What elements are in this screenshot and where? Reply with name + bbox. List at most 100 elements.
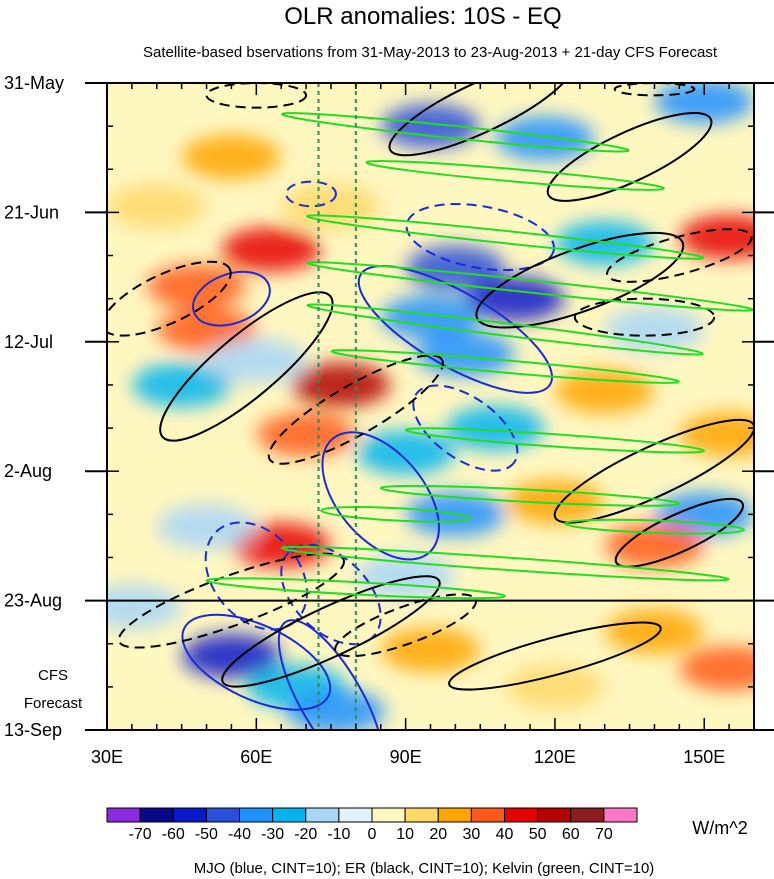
kelvin-contour — [330, 349, 680, 384]
colorbar-swatch — [470, 807, 505, 823]
kelvin-contours — [205, 112, 754, 600]
kelvin-contour — [365, 160, 665, 191]
anomaly-blob — [182, 134, 281, 180]
anomaly-blob — [381, 627, 480, 673]
anomaly-blob — [291, 362, 391, 408]
colorbar-label: 50 — [529, 826, 547, 843]
colorbar-label: -70 — [129, 826, 152, 843]
anomaly-blob — [356, 553, 455, 599]
kelvin-contour — [563, 518, 745, 535]
er-contour — [613, 83, 696, 97]
anomaly-blob — [505, 479, 605, 525]
er-contour — [614, 497, 744, 568]
mjo-contour — [405, 203, 555, 272]
colorbar-label: 70 — [595, 826, 613, 843]
colorbar-swatch — [371, 807, 406, 823]
anomaly-blob — [605, 609, 704, 654]
x-tick-label: 90E — [390, 747, 422, 767]
colorbar-label: 20 — [429, 826, 447, 843]
anomaly-blob — [231, 522, 331, 568]
colorbar-label: 10 — [396, 826, 414, 843]
y-tick-label: 13-Sep — [4, 720, 62, 740]
mjo-contour — [277, 619, 385, 730]
y-tick-label: 31-May — [4, 73, 64, 93]
colorbar-swatch — [570, 807, 605, 823]
colorbar-swatch — [272, 807, 307, 823]
anomaly-blob — [605, 522, 704, 568]
er-contour — [475, 231, 685, 329]
er-contour — [107, 260, 232, 337]
anomaly-blob — [555, 221, 654, 266]
x-axis: 30E 60E 90E 120E 150E — [91, 83, 755, 767]
plot-area — [107, 83, 754, 730]
anomaly-blob — [555, 368, 654, 414]
anomaly-blob — [416, 331, 515, 377]
er-contour — [448, 621, 662, 691]
anomaly-blob — [221, 227, 321, 272]
colorbar-swatch — [338, 807, 373, 823]
colorbar-swatch — [537, 807, 572, 823]
anomaly-blob — [157, 504, 256, 549]
colorbar-swatch — [172, 807, 207, 823]
colorbar-swatch — [239, 807, 274, 823]
kelvin-contour — [306, 214, 705, 260]
colorbar-swatch — [603, 807, 638, 823]
anomaly-blob — [679, 646, 754, 691]
y-tick-label: 21-Jun — [4, 202, 59, 222]
anomaly-blob — [207, 338, 306, 383]
colorbar-label: 60 — [562, 826, 580, 843]
anomaly-blob — [286, 689, 386, 730]
colorbar-swatch — [305, 807, 340, 823]
mjo-contour — [285, 180, 337, 208]
colorbar-label: 0 — [368, 826, 377, 843]
anomaly-blob — [381, 103, 480, 149]
er-contour — [573, 297, 716, 337]
anomaly-blob — [505, 664, 605, 710]
x-tick-label: 120E — [534, 747, 576, 767]
anomaly-blob — [381, 294, 480, 340]
reference-longitude-lines — [317, 83, 357, 730]
colorbar-label: -30 — [261, 826, 284, 843]
mjo-contour — [192, 270, 271, 327]
forecast-label-forecast: Forecast — [24, 695, 83, 712]
er-contours — [107, 83, 754, 691]
anomaly-blob — [679, 412, 754, 457]
y-tick-label: 12-Jul — [4, 332, 53, 352]
kelvin-contour — [379, 484, 681, 507]
kelvin-contour — [320, 506, 472, 523]
kelvin-contour — [280, 545, 730, 582]
colorbar-label: 30 — [462, 826, 480, 843]
er-contour — [205, 83, 308, 109]
y-axis: 31-May 21-Jun 12-Jul 2-Aug 23-Aug 13-Sep — [4, 73, 774, 740]
colorbar-label: -40 — [228, 826, 251, 843]
colorbar-label: -60 — [162, 826, 185, 843]
colorbar-swatch — [205, 807, 240, 823]
colorbar: -70 -60 -50 -40 -30 -20 -10 0 10 20 30 40 50 60 70 — [106, 807, 638, 843]
anomaly-blob — [406, 245, 505, 291]
er-contour — [117, 552, 345, 649]
er-contour — [606, 228, 753, 283]
er-contour — [221, 575, 441, 688]
forecast-label-cfs: CFS — [38, 667, 68, 684]
kelvin-contour — [404, 427, 705, 454]
anomaly-blob — [107, 184, 207, 229]
mjo-contour — [357, 265, 553, 394]
chart-title: OLR anomalies: 10S - EQ — [284, 3, 561, 30]
contour-legend: MJO (blue, CINT=10); ER (black, CINT=10)… — [194, 860, 655, 877]
anomaly-field — [107, 83, 754, 730]
y-tick-label: 23-Aug — [4, 591, 62, 611]
y-tick-label: 2-Aug — [4, 461, 52, 481]
kelvin-contour — [306, 261, 754, 312]
chart-subtitle: Satellite-based bservations from 31-May-… — [143, 44, 718, 61]
x-tick-label: 150E — [683, 747, 725, 767]
er-contour — [546, 111, 713, 202]
colorbar-label: -50 — [195, 826, 218, 843]
colorbar-label: -20 — [294, 826, 317, 843]
colorbar-label: -10 — [327, 826, 350, 843]
colorbar-swatch — [139, 807, 174, 823]
colorbar-swatch — [404, 807, 439, 823]
anomaly-blob — [132, 362, 231, 408]
colorbar-swatch — [437, 807, 472, 823]
anomaly-blob — [107, 584, 182, 629]
colorbar-units: W/m^2 — [692, 818, 747, 838]
